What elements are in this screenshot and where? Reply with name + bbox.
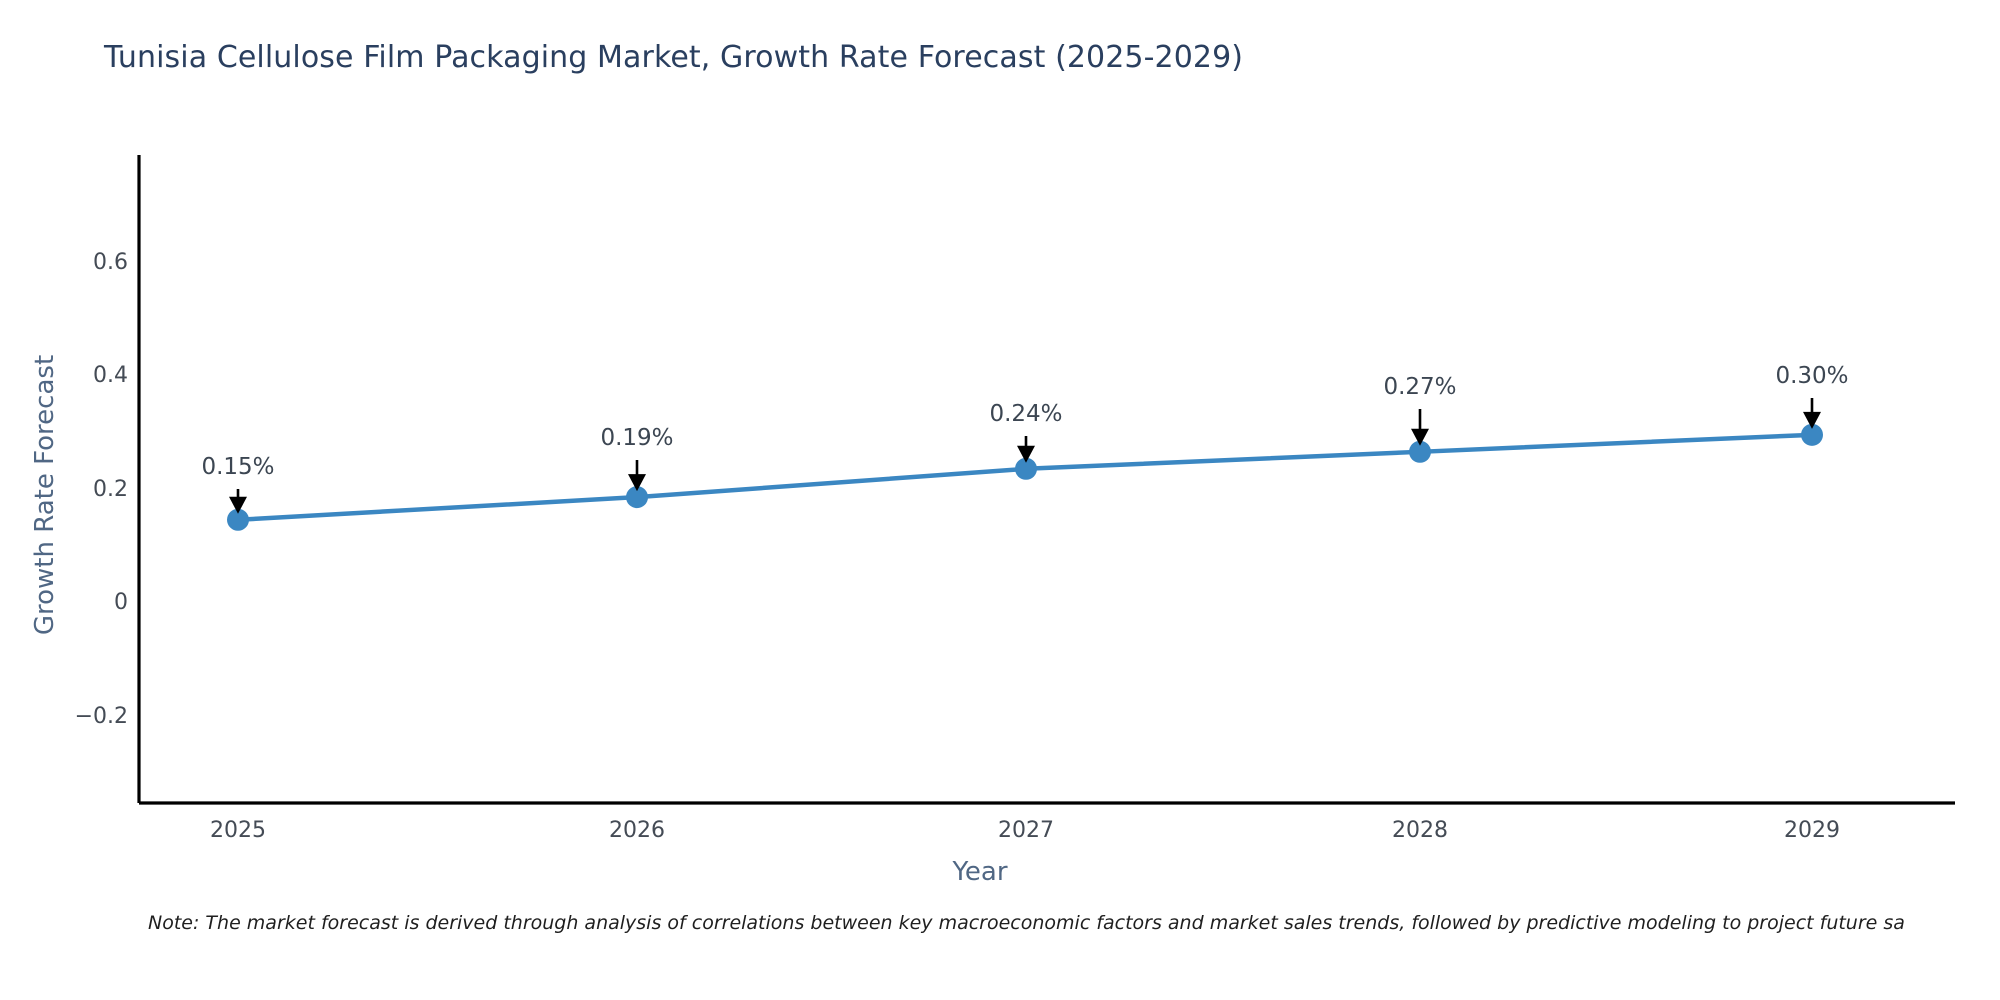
- x-tick-label-2025: 2025: [210, 818, 266, 843]
- data-label-2027: 0.24%: [989, 401, 1063, 427]
- data-markers: [227, 423, 1823, 531]
- y-tick-label: 0.6: [93, 250, 128, 275]
- data-label-2028: 0.27%: [1383, 374, 1457, 400]
- footnote-note: Note: The market forecast is derived thr…: [148, 912, 1905, 934]
- data-point-marker[interactable]: [1409, 440, 1431, 463]
- data-point-marker[interactable]: [1015, 457, 1037, 480]
- data-label-2029: 0.30%: [1775, 363, 1849, 389]
- y-tick-label: 0: [114, 590, 128, 615]
- data-point-marker[interactable]: [626, 486, 648, 509]
- x-tick-label-2027: 2027: [998, 818, 1054, 843]
- annotation-arrow-head: [1803, 411, 1821, 429]
- data-point-marker[interactable]: [227, 508, 249, 531]
- annotation-arrow-head: [1411, 428, 1429, 446]
- data-label-2026: 0.19%: [600, 425, 674, 451]
- y-tick-label: −0.2: [74, 704, 128, 729]
- annotation-arrow-head: [229, 496, 247, 514]
- x-axis-title: Year: [952, 857, 1008, 887]
- y-tick-label: 0.4: [93, 363, 128, 388]
- annotation-arrows: [229, 398, 1821, 514]
- x-tick-label-2026: 2026: [609, 818, 665, 843]
- chart-title: Tunisia Cellulose Film Packaging Market,…: [104, 40, 1244, 75]
- x-tick-label-2028: 2028: [1392, 818, 1448, 843]
- annotation-arrow-head: [628, 474, 646, 492]
- y-tick-label: 0.2: [93, 477, 128, 502]
- data-label-2025: 0.15%: [201, 454, 275, 480]
- annotation-arrow-head: [1017, 445, 1035, 463]
- x-tick-label-2029: 2029: [1784, 818, 1840, 843]
- data-point-marker[interactable]: [1801, 423, 1823, 446]
